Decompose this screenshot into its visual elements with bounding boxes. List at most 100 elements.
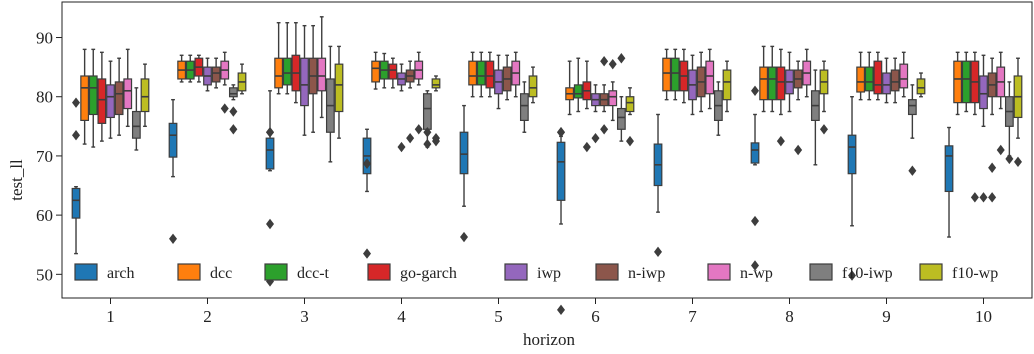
box-body bbox=[979, 75, 988, 110]
outlier-point bbox=[600, 124, 609, 135]
box-body bbox=[334, 63, 344, 113]
box-iwp-h4 bbox=[397, 63, 406, 153]
box-body bbox=[616, 107, 626, 130]
box-body bbox=[750, 142, 760, 164]
legend-item-f10-wp: f10-wp bbox=[919, 263, 998, 282]
box-dcc-h7 bbox=[662, 48, 672, 101]
box-iwp-h1 bbox=[106, 60, 115, 139]
series-dcc bbox=[80, 22, 963, 145]
legend-item-n-wp: n-wp bbox=[707, 263, 773, 282]
box-f10-iwp-h3 bbox=[325, 45, 335, 163]
box-f10-wp-h7 bbox=[722, 60, 732, 113]
box-body bbox=[767, 66, 777, 101]
series-arch bbox=[71, 85, 954, 316]
legend: arch dcc dcc-t go-garch iwp n-iwp n-wp f10-iwp f… bbox=[74, 263, 998, 282]
box-body bbox=[422, 93, 432, 130]
box-n-wp-h10 bbox=[996, 51, 1006, 156]
box-body bbox=[168, 122, 178, 158]
box-n-wp-h4 bbox=[414, 51, 424, 135]
box-iwp-h6 bbox=[591, 84, 600, 144]
legend-label: dcc bbox=[210, 265, 232, 282]
outlier-point bbox=[229, 124, 238, 135]
box-body bbox=[459, 131, 469, 175]
box-arch-h5 bbox=[459, 104, 469, 243]
axes-layer: 50 60 70 80 90 1 2 3 4 5 6 7 8 9 10 bbox=[36, 1, 1033, 326]
box-body bbox=[300, 57, 309, 107]
box-n-iwp-h2 bbox=[211, 57, 221, 89]
box-go-garch-h9 bbox=[873, 51, 883, 101]
box-f10-wp-h4 bbox=[431, 75, 441, 147]
box-f10-wp-h6 bbox=[625, 87, 635, 147]
x-tick-label: 9 bbox=[882, 307, 891, 326]
box-f10-iwp-h10 bbox=[1004, 81, 1014, 165]
box-arch-h8 bbox=[750, 85, 760, 271]
outlier-point bbox=[819, 124, 828, 135]
box-iwp-h5 bbox=[494, 54, 503, 110]
legend-item-dcc-t: dcc-t bbox=[264, 263, 330, 282]
outlier-point bbox=[600, 56, 609, 67]
series-go-garch bbox=[97, 22, 980, 203]
box-n-iwp-h8 bbox=[793, 60, 803, 156]
box-body bbox=[431, 78, 441, 89]
outlier-point bbox=[608, 58, 617, 70]
legend-label: n-iwp bbox=[628, 265, 665, 282]
outlier-point bbox=[431, 135, 440, 147]
box-body bbox=[953, 60, 963, 104]
box-go-garch-h7 bbox=[679, 48, 689, 104]
box-f10-wp-h3 bbox=[334, 45, 344, 139]
box-body bbox=[890, 69, 900, 92]
outlier-point bbox=[970, 192, 979, 203]
box-body bbox=[961, 60, 971, 104]
y-tick-label: 70 bbox=[36, 147, 53, 166]
box-body bbox=[528, 75, 538, 98]
box-f10-wp-h1 bbox=[140, 63, 150, 128]
box-dcc-t-h7 bbox=[670, 48, 680, 101]
box-n-wp-h6 bbox=[608, 58, 618, 122]
box-body bbox=[106, 84, 115, 119]
x-tick-label: 1 bbox=[106, 307, 115, 326]
outlier-point bbox=[397, 141, 406, 153]
box-iwp-h7 bbox=[688, 54, 697, 116]
outlier-point bbox=[266, 218, 275, 230]
box-body bbox=[88, 75, 98, 116]
outlier-point bbox=[557, 127, 566, 138]
y-tick-label: 50 bbox=[36, 265, 53, 284]
legend-label: arch bbox=[107, 265, 135, 282]
box-go-garch-h5 bbox=[485, 51, 495, 98]
box-body bbox=[873, 60, 883, 95]
box-body bbox=[899, 63, 909, 89]
outlier-point bbox=[996, 144, 1005, 156]
outlier-point bbox=[363, 158, 372, 169]
legend-swatch bbox=[367, 263, 391, 281]
box-body bbox=[114, 81, 124, 116]
legend-item-arch: arch bbox=[74, 263, 135, 282]
outlier-point bbox=[414, 124, 423, 135]
y-tick-label: 80 bbox=[36, 88, 53, 107]
box-body bbox=[97, 78, 107, 124]
box-body bbox=[123, 78, 133, 110]
plot-frame bbox=[61, 1, 1033, 299]
box-arch-h10 bbox=[944, 126, 954, 238]
box-arch-h9 bbox=[847, 96, 857, 281]
outlier-point bbox=[169, 233, 178, 244]
box-body bbox=[916, 78, 926, 95]
box-iwp-h9 bbox=[882, 57, 891, 104]
x-tick-label: 7 bbox=[688, 307, 697, 326]
box-body bbox=[468, 60, 478, 86]
box-dcc-t-h3 bbox=[282, 22, 292, 95]
box-body bbox=[944, 145, 954, 193]
series-iwp bbox=[106, 24, 988, 203]
legend-item-dcc: dcc bbox=[177, 263, 232, 282]
series-f10-wp bbox=[140, 45, 1023, 168]
outlier-point bbox=[988, 162, 997, 173]
box-dcc-h5 bbox=[468, 51, 478, 98]
box-f10-iwp-h4 bbox=[422, 90, 432, 150]
box-f10-iwp-h6 bbox=[616, 53, 626, 142]
box-go-garch-h6 bbox=[582, 60, 592, 153]
box-n-iwp-h7 bbox=[696, 51, 706, 113]
x-tick-label: 10 bbox=[975, 307, 992, 326]
box-n-wp-h1 bbox=[123, 48, 133, 128]
box-body bbox=[211, 66, 221, 83]
